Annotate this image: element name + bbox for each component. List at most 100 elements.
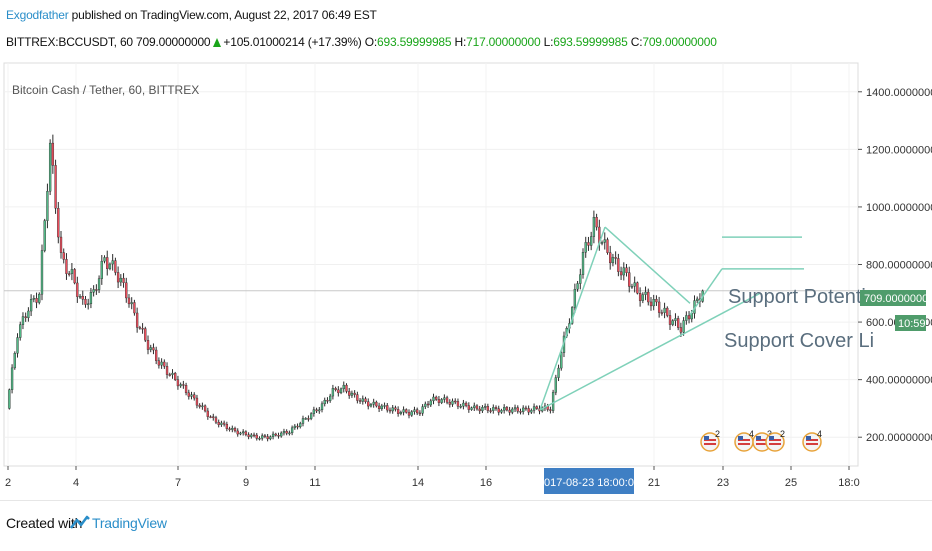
price-change: +105.01000214 (+17.39%) [223, 35, 362, 49]
candle-body [318, 409, 321, 412]
candle-body [299, 423, 302, 428]
x-axis: 2 4 7 9 11 14 16 21 23 25 18:0 [5, 466, 860, 489]
candle-body [696, 298, 699, 301]
candle-body [307, 418, 310, 420]
flag-stripe [756, 439, 768, 441]
candle-body [494, 407, 498, 409]
event-badge-count: 4 [749, 429, 754, 439]
candle-body [641, 294, 644, 301]
candle-body [141, 328, 144, 330]
event-badge-count: 2 [715, 429, 720, 439]
chart-area[interactable]: 200.00000000400.00000000600.00000000800.… [0, 58, 932, 500]
candle-body [630, 286, 634, 288]
open-value: 693.59999985 [377, 35, 452, 49]
x-tick-label: 14 [412, 477, 424, 489]
candle-body [225, 423, 229, 429]
symbol-label: BITTREX:BCCUSDT, 60 [6, 35, 133, 49]
candle-body [666, 307, 669, 316]
last-price: 709.00000000 [136, 35, 211, 49]
candle-body [674, 318, 677, 321]
up-triangle-icon [213, 38, 222, 47]
candle-body [348, 391, 351, 396]
candle-body [481, 407, 484, 412]
candle-body [274, 433, 277, 436]
crosshair-date-text: 2017-08-23 18:00:00 [538, 477, 640, 489]
candle-body [364, 398, 367, 402]
created-with-text: Created with [6, 515, 83, 531]
candle-body [65, 259, 68, 274]
candle-body [549, 409, 552, 411]
candle-body [193, 394, 196, 399]
ohlc-line: BITTREX:BCCUSDT, 60 709.00000000 +105.010… [6, 35, 717, 49]
candle-body [337, 389, 340, 394]
candle-body [326, 399, 329, 402]
candle-body [636, 282, 639, 294]
last-price-tag: 709.00000000 [860, 290, 932, 306]
candle-body [628, 272, 631, 287]
candle-body [334, 388, 337, 391]
x-tick-label: 21 [648, 477, 660, 489]
countdown-tag: 10:59 [895, 315, 926, 331]
candle-body [372, 401, 375, 405]
candle-body [329, 395, 332, 401]
candle-body [622, 267, 625, 276]
candle-body [228, 428, 231, 430]
candle-body [345, 384, 348, 392]
candle-body [614, 257, 617, 259]
candle-body [649, 301, 653, 307]
y-axis: 200.00000000400.00000000600.00000000800.… [858, 87, 932, 444]
y-tick-label: 800.00000000 [866, 260, 932, 272]
candle-body [155, 349, 158, 361]
candle-body [290, 427, 294, 434]
candle-body [448, 402, 451, 405]
candle-body [92, 289, 95, 293]
candle-body [625, 267, 628, 273]
candle-body [255, 434, 258, 439]
candle-body [353, 392, 356, 395]
candle-body [144, 328, 147, 341]
candle-body [611, 257, 615, 264]
candle-body [399, 412, 403, 414]
candle-body [280, 432, 283, 437]
y-tick-label: 1000.00000000 [866, 202, 932, 214]
candle-body [247, 434, 250, 437]
candle-body [483, 406, 487, 408]
tradingview-logo-icon[interactable] [70, 513, 90, 533]
candle-body [421, 406, 424, 414]
candle-body [133, 302, 136, 314]
chart-header: Exgodfather published on TradingView.com… [0, 0, 932, 58]
candle-body [187, 392, 190, 397]
candle-body [464, 402, 468, 406]
candle-body [339, 388, 343, 394]
candle-body [217, 422, 220, 425]
candle-body [103, 257, 106, 262]
candle-body [652, 299, 655, 307]
candle-body [163, 361, 166, 367]
candle-body [592, 217, 596, 237]
candle-body [182, 384, 185, 386]
candle-body [239, 432, 242, 435]
tradingview-brand[interactable]: TradingView [92, 515, 167, 531]
candle-body [377, 405, 381, 410]
author-link[interactable]: Exgodfather [6, 8, 69, 22]
price-chart[interactable]: 200.00000000400.00000000600.00000000800.… [0, 58, 932, 500]
candle-body [396, 409, 400, 414]
candle-body [532, 406, 536, 411]
candle-body [524, 407, 528, 410]
candle-body [350, 392, 354, 396]
candle-body [508, 409, 511, 413]
close-label: C: [630, 35, 643, 49]
candle-body [443, 397, 446, 400]
event-badges: 24324 [700, 429, 822, 452]
candle-body [35, 298, 38, 303]
candle-body [522, 407, 525, 412]
flag-stripe [704, 443, 716, 445]
candle-body [416, 409, 419, 414]
candle-body [535, 406, 538, 409]
high-label: H: [454, 35, 467, 49]
candle-body [454, 400, 457, 403]
candle-body [184, 385, 188, 394]
candle-body [116, 272, 120, 283]
candle-body [138, 327, 142, 329]
candle-body [29, 299, 33, 312]
